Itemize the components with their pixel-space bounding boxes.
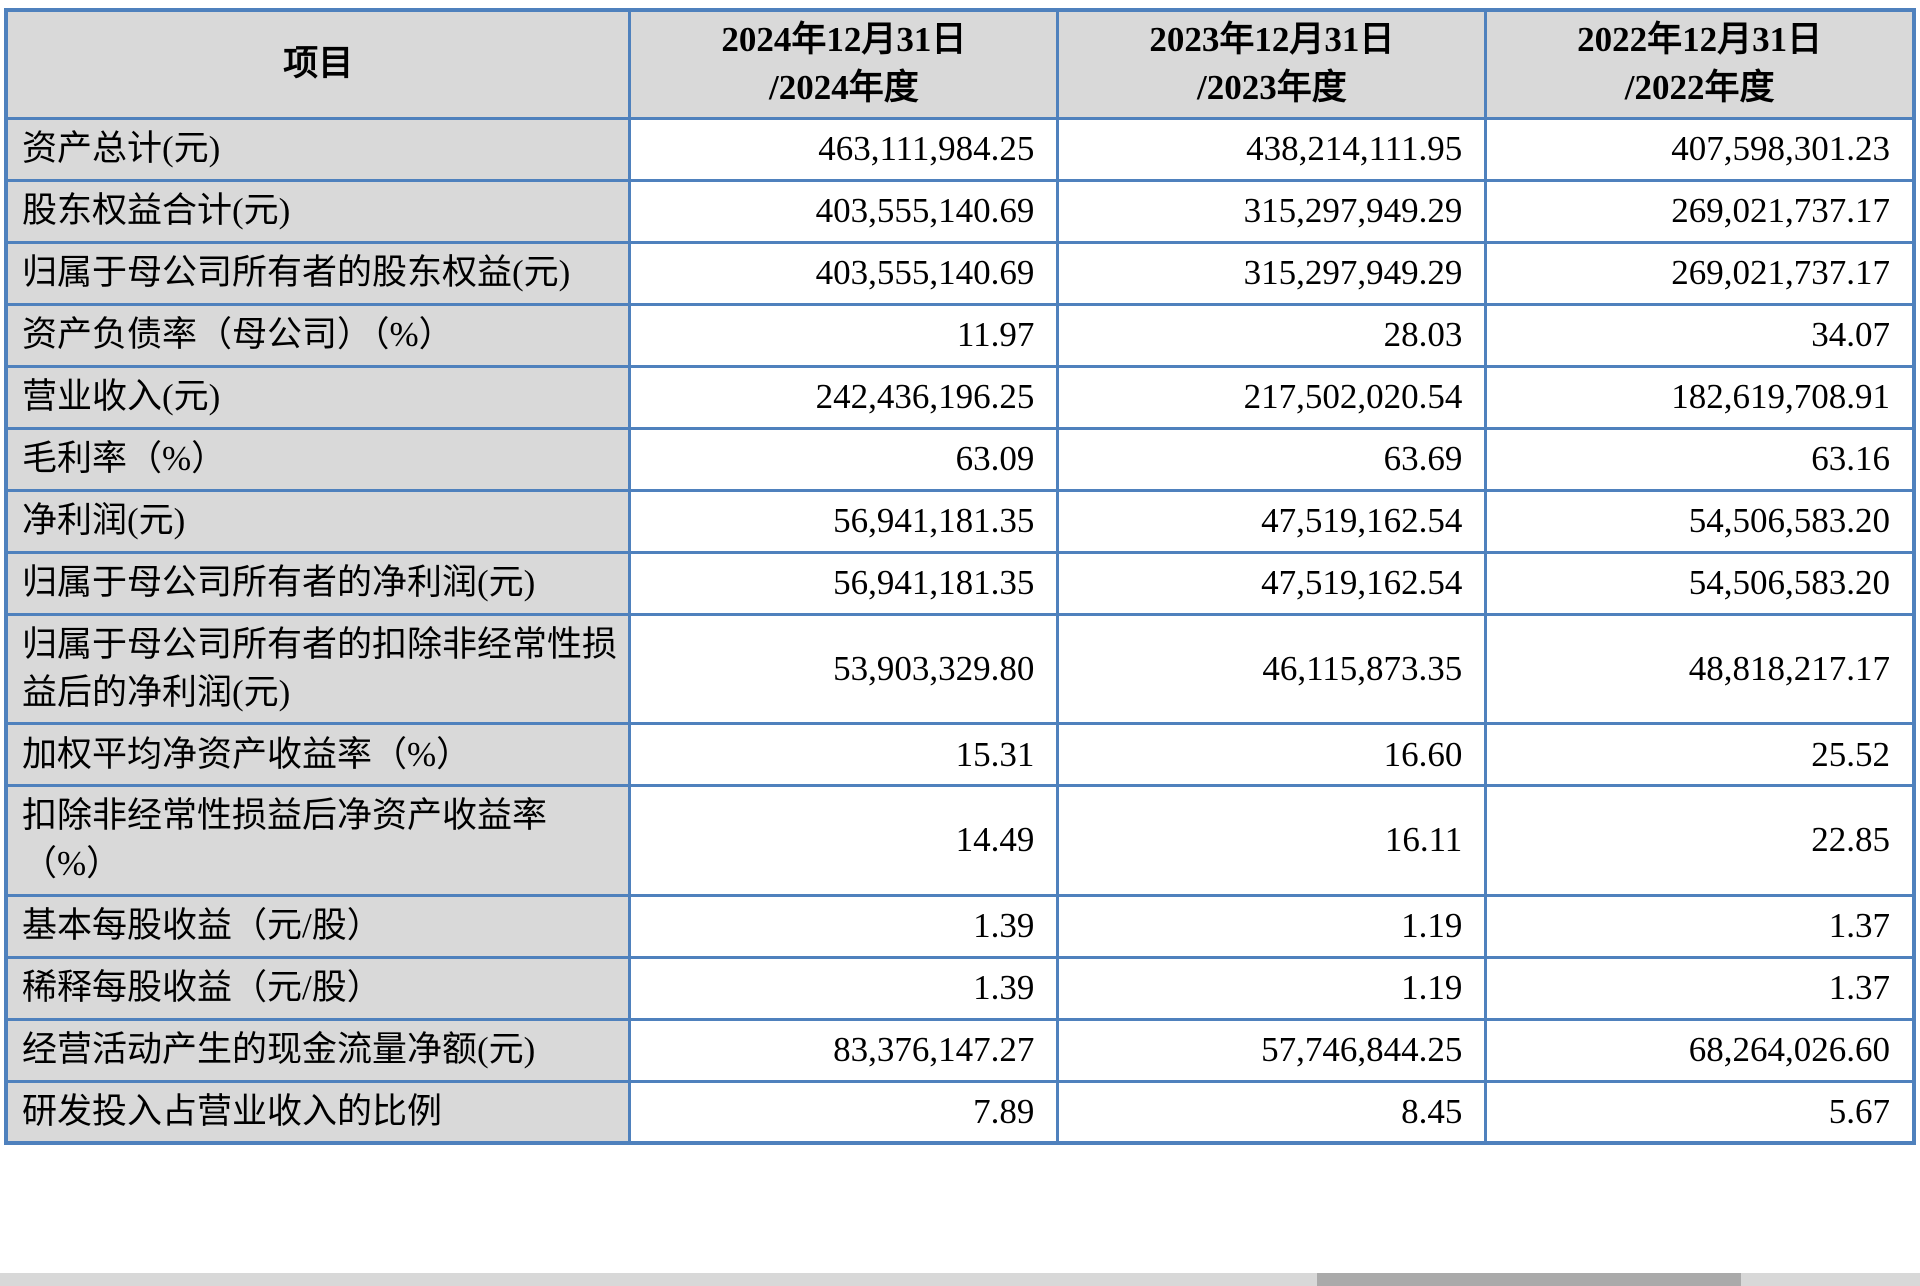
header-col-2024: 2024年12月31日 /2024年度	[628, 8, 1060, 120]
row-value: 1.19	[1056, 893, 1488, 959]
row-value: 46,115,873.35	[1056, 612, 1488, 726]
row-label: 研发投入占营业收入的比例	[4, 1079, 632, 1145]
row-value: 7.89	[628, 1079, 1060, 1145]
row-value: 53,903,329.80	[628, 612, 1060, 726]
row-label: 稀释每股收益（元/股）	[4, 955, 632, 1021]
row-value: 54,506,583.20	[1484, 488, 1916, 554]
row-label: 毛利率（%）	[4, 426, 632, 492]
table-row: 归属于母公司所有者的净利润(元) 56,941,181.35 47,519,162.…	[4, 550, 1916, 616]
table-body: 资产总计(元) 463,111,984.25 438,214,111.95 407,5…	[4, 116, 1916, 1145]
row-value: 56,941,181.35	[628, 550, 1060, 616]
row-value: 217,502,020.54	[1056, 364, 1488, 430]
header-col-2022-date: 2022年12月31日	[1577, 20, 1823, 59]
row-label: 归属于母公司所有者的股东权益(元)	[4, 240, 632, 306]
row-label: 加权平均净资产收益率（%）	[4, 722, 632, 788]
row-label: 资产总计(元)	[4, 116, 632, 182]
row-label: 归属于母公司所有者的净利润(元)	[4, 550, 632, 616]
row-value: 48,818,217.17	[1484, 612, 1916, 726]
row-value: 1.39	[628, 893, 1060, 959]
row-value: 269,021,737.17	[1484, 240, 1916, 306]
table-row: 营业收入(元) 242,436,196.25 217,502,020.54 182,6…	[4, 364, 1916, 430]
table-row: 扣除非经常性损益后净资产收益率（%） 14.49 16.11 22.85	[4, 784, 1916, 897]
row-value: 68,264,026.60	[1484, 1017, 1916, 1083]
row-value: 315,297,949.29	[1056, 178, 1488, 244]
row-value: 1.19	[1056, 955, 1488, 1021]
financial-summary-section: 项目 2024年12月31日 /2024年度 2023年12月31日 /2023…	[4, 8, 1916, 1146]
row-value: 242,436,196.25	[628, 364, 1060, 430]
row-value: 463,111,984.25	[628, 116, 1060, 182]
row-value: 269,021,737.17	[1484, 178, 1916, 244]
financial-summary-table: 项目 2024年12月31日 /2024年度 2023年12月31日 /2023…	[4, 8, 1916, 1146]
row-value: 47,519,162.54	[1056, 550, 1488, 616]
table-row: 资产总计(元) 463,111,984.25 438,214,111.95 407,5…	[4, 116, 1916, 182]
row-value: 403,555,140.69	[628, 178, 1060, 244]
row-value: 1.37	[1484, 893, 1916, 959]
header-col-2022: 2022年12月31日 /2022年度	[1484, 8, 1916, 120]
row-value: 63.16	[1484, 426, 1916, 492]
header-col-2023-date: 2023年12月31日	[1149, 20, 1395, 59]
horizontal-scrollbar-thumb[interactable]	[1317, 1273, 1741, 1286]
header-row: 项目 2024年12月31日 /2024年度 2023年12月31日 /2023…	[4, 8, 1916, 120]
row-value: 403,555,140.69	[628, 240, 1060, 306]
row-value: 14.49	[628, 784, 1060, 897]
row-value: 57,746,844.25	[1056, 1017, 1488, 1083]
row-label: 基本每股收益（元/股）	[4, 893, 632, 959]
row-value: 16.60	[1056, 722, 1488, 788]
table-row: 基本每股收益（元/股） 1.39 1.19 1.37	[4, 893, 1916, 959]
row-label: 净利润(元)	[4, 488, 632, 554]
header-col-2023: 2023年12月31日 /2023年度	[1056, 8, 1488, 120]
header-col-2024-date: 2024年12月31日	[721, 20, 967, 59]
row-value: 315,297,949.29	[1056, 240, 1488, 306]
row-value: 56,941,181.35	[628, 488, 1060, 554]
row-value: 54,506,583.20	[1484, 550, 1916, 616]
row-value: 34.07	[1484, 302, 1916, 368]
header-col-2024-period: /2024年度	[769, 68, 919, 108]
header-col-2023-period: /2023年度	[1196, 68, 1347, 108]
row-value: 5.67	[1484, 1079, 1916, 1145]
row-value: 182,619,708.91	[1484, 364, 1916, 430]
table-row: 股东权益合计(元) 403,555,140.69 315,297,949.29 269…	[4, 178, 1916, 244]
row-value: 438,214,111.95	[1056, 116, 1488, 182]
row-value: 63.09	[628, 426, 1060, 492]
row-value: 11.97	[628, 302, 1060, 368]
row-value: 16.11	[1056, 784, 1488, 897]
row-value: 47,519,162.54	[1056, 488, 1488, 554]
row-label: 经营活动产生的现金流量净额(元)	[4, 1017, 632, 1083]
row-value: 63.69	[1056, 426, 1488, 492]
header-item-label: 项目	[4, 8, 632, 120]
row-label: 股东权益合计(元)	[4, 178, 632, 244]
table-row: 研发投入占营业收入的比例 7.89 8.45 5.67	[4, 1079, 1916, 1145]
horizontal-scrollbar-track[interactable]	[0, 1273, 1920, 1286]
row-value: 25.52	[1484, 722, 1916, 788]
table-row: 资产负债率（母公司）（%） 11.97 28.03 34.07	[4, 302, 1916, 368]
row-value: 407,598,301.23	[1484, 116, 1916, 182]
table-row: 归属于母公司所有者的股东权益(元) 403,555,140.69 315,297,9…	[4, 240, 1916, 306]
table-row: 稀释每股收益（元/股） 1.39 1.19 1.37	[4, 955, 1916, 1021]
row-value: 83,376,147.27	[628, 1017, 1060, 1083]
table-row: 净利润(元) 56,941,181.35 47,519,162.54 54,506,5…	[4, 488, 1916, 554]
row-value: 28.03	[1056, 302, 1488, 368]
header-col-2022-period: /2022年度	[1624, 68, 1775, 108]
row-value: 15.31	[628, 722, 1060, 788]
table-row: 毛利率（%） 63.09 63.69 63.16	[4, 426, 1916, 492]
table-row: 加权平均净资产收益率（%） 15.31 16.60 25.52	[4, 722, 1916, 788]
table-row: 经营活动产生的现金流量净额(元) 83,376,147.27 57,746,844.…	[4, 1017, 1916, 1083]
row-value: 22.85	[1484, 784, 1916, 897]
row-value: 1.39	[628, 955, 1060, 1021]
row-label: 扣除非经常性损益后净资产收益率（%）	[4, 784, 632, 897]
row-label: 营业收入(元)	[4, 364, 632, 430]
table-row: 归属于母公司所有者的扣除非经常性损益后的净利润(元) 53,903,329.80 4…	[4, 612, 1916, 726]
row-value: 8.45	[1056, 1079, 1488, 1145]
row-label: 归属于母公司所有者的扣除非经常性损益后的净利润(元)	[4, 612, 632, 726]
row-label: 资产负债率（母公司）（%）	[4, 302, 632, 368]
row-value: 1.37	[1484, 955, 1916, 1021]
